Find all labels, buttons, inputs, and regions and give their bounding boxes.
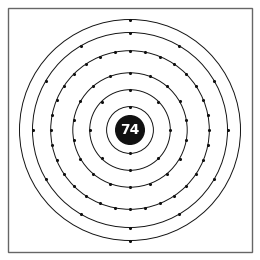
Point xyxy=(178,99,182,103)
Point xyxy=(62,172,66,176)
Point xyxy=(178,157,182,161)
Point xyxy=(108,74,113,78)
Point xyxy=(43,177,48,181)
Point xyxy=(78,99,82,103)
Point xyxy=(147,182,152,186)
Point xyxy=(128,225,132,230)
Point xyxy=(43,79,48,83)
Circle shape xyxy=(116,116,144,144)
Point xyxy=(177,212,181,217)
Point xyxy=(128,105,132,109)
Point xyxy=(108,182,113,186)
Point xyxy=(128,238,132,243)
Point xyxy=(98,201,102,205)
Point xyxy=(62,84,66,88)
Point xyxy=(99,99,103,103)
Point xyxy=(147,74,152,78)
Point xyxy=(72,72,76,76)
Point xyxy=(128,185,132,189)
Point xyxy=(128,17,132,22)
Point xyxy=(212,177,217,181)
Point xyxy=(158,201,162,205)
Point xyxy=(128,207,132,211)
Point xyxy=(128,168,132,172)
Point xyxy=(212,79,217,83)
Point xyxy=(50,112,54,116)
Point xyxy=(158,55,162,59)
Point xyxy=(55,98,59,102)
Point xyxy=(201,158,205,162)
Text: 74: 74 xyxy=(120,123,140,137)
Point xyxy=(84,194,88,198)
Point xyxy=(194,172,198,176)
Point xyxy=(207,128,211,132)
Point xyxy=(157,157,161,161)
Point xyxy=(128,71,132,75)
Point xyxy=(50,144,54,148)
Point xyxy=(165,84,169,88)
Point xyxy=(84,62,88,66)
Point xyxy=(128,88,132,92)
Point xyxy=(184,138,188,142)
Point xyxy=(184,184,188,188)
Point xyxy=(79,43,83,48)
Point xyxy=(172,62,176,66)
Point xyxy=(55,158,59,162)
Point xyxy=(168,128,172,132)
Point xyxy=(172,194,176,198)
Point xyxy=(206,112,210,116)
Point xyxy=(225,128,230,132)
Point xyxy=(128,49,132,53)
Point xyxy=(72,184,76,188)
Point xyxy=(72,138,76,142)
Point xyxy=(91,84,95,88)
Point xyxy=(30,128,35,132)
Point xyxy=(112,206,116,210)
Point xyxy=(128,30,132,35)
Point xyxy=(49,128,53,132)
Point xyxy=(78,157,82,161)
Point xyxy=(128,151,132,155)
Point xyxy=(112,50,116,54)
Point xyxy=(88,128,92,132)
Point xyxy=(206,144,210,148)
Point xyxy=(72,118,76,122)
Point xyxy=(157,99,161,103)
Point xyxy=(98,55,102,59)
Point xyxy=(165,172,169,176)
Point xyxy=(184,118,188,122)
Point xyxy=(91,172,95,176)
Point xyxy=(144,50,148,54)
Point xyxy=(99,157,103,161)
Point xyxy=(177,43,181,48)
Point xyxy=(194,84,198,88)
Point xyxy=(184,72,188,76)
Point xyxy=(79,212,83,217)
Point xyxy=(201,98,205,102)
Point xyxy=(144,206,148,210)
